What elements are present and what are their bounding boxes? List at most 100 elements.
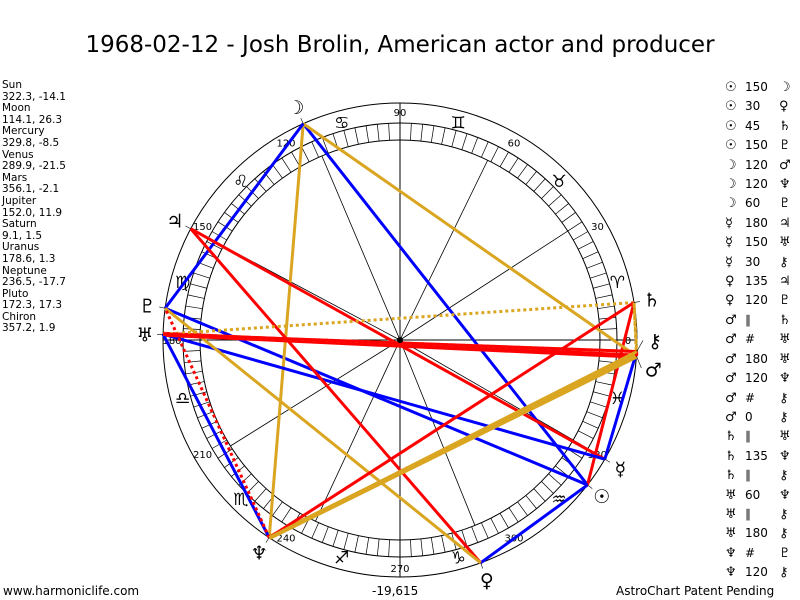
planet-name-pluto: Pluto: [2, 287, 29, 300]
planet-glyph-icon: ♅: [725, 526, 737, 542]
aspect-type: 120: [745, 157, 768, 172]
planet-glyph-icon: ☉: [725, 80, 737, 95]
planet-glyph-icon: ♀: [725, 274, 735, 290]
planet-glyph-icon: ⚷: [779, 565, 789, 581]
degree-tick: [343, 533, 349, 550]
planet-glyph-icon: ♂: [725, 332, 737, 348]
degree-tick: [420, 124, 424, 142]
planet-sun-leader-line: [587, 484, 593, 489]
aspect-type: 180: [745, 526, 768, 541]
aspect-row: ☿ 180 ♃: [725, 214, 799, 233]
degree-tick: [420, 538, 424, 556]
zodiac-sign-icon: ♊: [451, 114, 466, 134]
aspect-row: ♀ 135 ♃: [725, 272, 799, 291]
degree-tick: [561, 212, 576, 223]
aspect-line-uranus-neptune: [161, 333, 271, 539]
planet-glyph-icon: ♆: [725, 545, 737, 561]
degree-tick: [582, 251, 599, 259]
degree-tick: [533, 488, 546, 502]
degree-tick: [525, 495, 537, 509]
degree-tick: [281, 507, 292, 523]
planet-name-mercury: Mercury: [2, 125, 45, 138]
aspect-line-mercury-chiron: [603, 351, 639, 460]
degree-tick: [185, 305, 203, 310]
planet-glyph-icon: ☽: [725, 177, 737, 193]
degree-tick: [410, 123, 412, 141]
degree-tick: [578, 430, 594, 439]
degree-tick: [343, 130, 349, 147]
zodiac-sign-icon: ♎: [175, 389, 190, 409]
planet-coords-mercury: 329.8, -8.5: [2, 136, 60, 149]
planet-glyph-icon: ♀: [779, 99, 789, 115]
degree-tick: [354, 535, 359, 553]
aspect-type: ∥: [745, 312, 751, 327]
degree-tick: [471, 526, 479, 543]
planet-glyph-icon: ⚷: [779, 506, 789, 522]
degree-tick: [533, 178, 546, 192]
planet-jupiter-icon: ♃: [166, 210, 183, 232]
degree-tick: [430, 125, 435, 143]
planet-moon-icon: ☽: [287, 97, 304, 119]
degree-tick: [193, 401, 210, 408]
aspect-type: #: [745, 545, 756, 560]
degree-tick: [541, 481, 554, 494]
planet-glyph-icon: ♂: [779, 157, 791, 173]
aspect-row: ☽ 120 ♆: [725, 175, 799, 194]
planet-pluto-icon: ♇: [139, 295, 156, 317]
planet-uranus-icon: ♅: [137, 324, 154, 346]
degree-tick: [597, 305, 615, 310]
planet-glyph-icon: ⚷: [779, 254, 789, 270]
degree-tick: [365, 537, 370, 555]
planet-venus-icon: ♀: [480, 570, 494, 592]
degree-tick: [461, 530, 468, 547]
degree-label: 240: [276, 533, 295, 544]
degree-tick: [590, 401, 607, 408]
degree-tick: [508, 157, 519, 173]
aspect-row: ☽ 60 ♇: [725, 194, 799, 213]
planet-glyph-icon: ⚷: [779, 526, 789, 542]
degree-tick: [593, 391, 610, 397]
planet-glyph-icon: ☽: [725, 196, 737, 212]
planet-coords-mars: 356.1, -2.1: [2, 183, 60, 196]
planet-mercury-leader-line: [604, 458, 611, 463]
aspect-type: 150: [745, 80, 768, 94]
degree-tick: [311, 522, 319, 539]
planet-coords-saturn: 9.1, 1.5: [2, 229, 43, 242]
website-link[interactable]: www.harmoniclife.com: [3, 584, 140, 598]
aspect-type: ∥: [745, 468, 751, 483]
planet-coords-chiron: 357.2, 1.9: [2, 322, 56, 335]
planet-neptune-icon: ♆: [251, 543, 268, 565]
degree-tick: [376, 124, 380, 142]
degree-tick: [555, 203, 569, 215]
degree-tick: [517, 164, 528, 179]
planet-coords-pluto: 172.3, 17.3: [2, 299, 63, 312]
degree-tick: [461, 133, 468, 150]
aspect-type: 180: [745, 351, 768, 366]
degree-tick: [525, 171, 537, 185]
aspect-type: 150: [745, 138, 768, 153]
footer-value: -19,615: [372, 584, 419, 598]
aspect-row: ♂ 0 ⚷: [725, 408, 799, 427]
degree-tick: [430, 537, 435, 555]
planet-mercury-icon: ☿: [615, 458, 627, 480]
planet-glyph-icon: ♆: [779, 487, 791, 503]
planet-name-saturn: Saturn: [2, 218, 37, 231]
planet-saturn-icon: ♄: [643, 290, 660, 312]
zodiac-sign-icon: ♋: [334, 114, 349, 134]
planet-name-uranus: Uranus: [2, 241, 40, 254]
degree-tick: [187, 294, 205, 299]
aspect-row: ☉ 45 ♄: [725, 117, 799, 136]
degree-tick: [301, 146, 310, 162]
degree-label: 180: [162, 336, 181, 347]
degree-label: 120: [276, 139, 295, 150]
aspect-line-saturn-uranus: [162, 301, 635, 336]
degree-tick: [481, 522, 489, 539]
zodiac-sign-icon: ♒: [551, 490, 566, 510]
degree-tick: [481, 141, 489, 158]
aspect-row: ♄ ∥ ♅: [725, 427, 799, 446]
degree-tick: [321, 137, 329, 154]
degree-tick: [590, 272, 607, 279]
aspect-type: 120: [745, 565, 768, 580]
aspect-row: ♅ ∥ ⚷: [725, 505, 799, 524]
planet-glyph-icon: ♃: [779, 274, 791, 290]
